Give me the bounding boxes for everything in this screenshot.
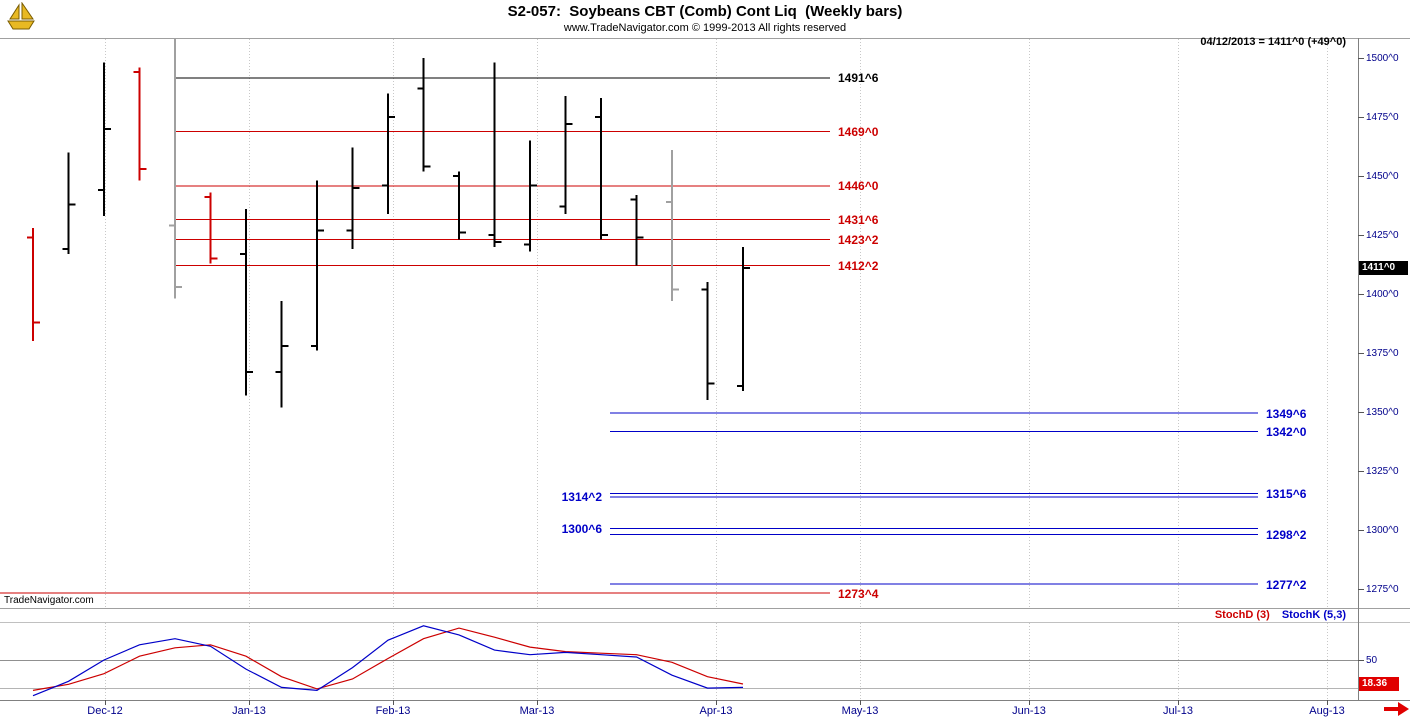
copyright-subtitle: www.TradeNavigator.com © 1999-2013 All r… <box>563 22 847 34</box>
stochk-line <box>32 625 744 697</box>
stochd-line <box>32 627 744 691</box>
current-price-box: 1411^0 <box>1359 261 1408 276</box>
stoch-current-box: 18.36 <box>1359 677 1399 692</box>
tradenavigator-logo-icon <box>6 1 36 32</box>
stochd-legend-label: StochD (3) <box>1214 609 1270 621</box>
stoch-legend: StochD (3) StochK (5,3) <box>1215 609 1346 621</box>
stochk-legend-label: StochK (5,3) <box>1281 609 1346 621</box>
watermark-text: TradeNavigator.com <box>4 595 94 606</box>
scroll-right-arrow-icon[interactable] <box>1383 701 1410 717</box>
page-title: S2-057: Soybeans CBT (Comb) Cont Liq (We… <box>507 3 903 20</box>
last-quote-readout: 04/12/2013 = 1411^0 (+49^0) <box>1200 36 1346 48</box>
